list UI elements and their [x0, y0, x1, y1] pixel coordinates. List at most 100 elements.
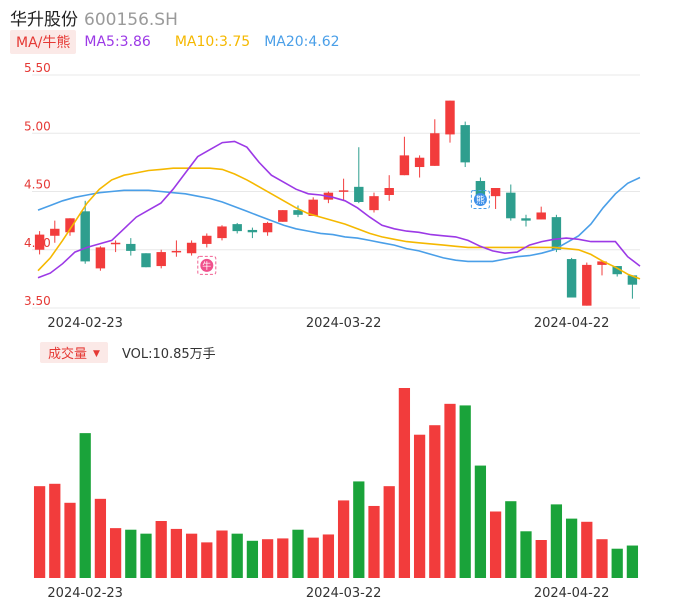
stock-code: 600156.SH: [84, 10, 178, 30]
candle-body: [399, 155, 410, 176]
volume-bar: [505, 501, 517, 578]
candle: [110, 240, 121, 253]
ma20-label: MA20:4.62: [264, 34, 340, 50]
volume-bar: [368, 505, 380, 578]
bull-badge-icon: 牛: [197, 255, 217, 275]
candle-body: [490, 188, 501, 197]
volume-bar: [596, 539, 608, 578]
ma20-line: [37, 176, 641, 263]
candle-body: [384, 188, 394, 195]
candle: [597, 261, 607, 276]
candle: [566, 257, 577, 298]
candle: [399, 136, 410, 176]
candle: [369, 192, 379, 213]
badge-frame: [197, 255, 217, 275]
volume-bar: [79, 433, 91, 578]
ma10-line: [37, 167, 641, 280]
candle: [278, 210, 288, 222]
volume-bar: [429, 425, 441, 578]
candle: [34, 231, 45, 255]
candle-body: [95, 247, 106, 269]
y-tick-label: 3.50: [24, 294, 51, 308]
candle: [80, 200, 90, 264]
ma-toggle-button[interactable]: MA/牛熊: [10, 30, 77, 54]
candle: [217, 225, 227, 241]
badge-dot: [473, 193, 487, 207]
volume-bar: [535, 540, 547, 578]
candle: [171, 240, 182, 257]
candle-body: [50, 228, 60, 236]
candle-body: [171, 250, 182, 253]
candle-body: [186, 242, 197, 254]
y-tick-label: 5.00: [24, 119, 51, 133]
volume-bar: [277, 538, 289, 578]
volume-bar: [109, 528, 122, 578]
stock-name: 华升股份: [10, 10, 78, 30]
volume-bar: [261, 539, 274, 578]
candle-body: [278, 210, 288, 222]
volume-bar: [49, 483, 61, 578]
candle: [186, 240, 197, 256]
candle: [308, 197, 318, 216]
volume-bar: [185, 533, 198, 578]
volume-bar: [611, 548, 623, 578]
volume-bar: [33, 486, 46, 578]
volume-bar: [474, 465, 487, 578]
candle-body: [262, 222, 273, 233]
candle-body: [369, 196, 379, 211]
candle: [521, 214, 531, 227]
candle: [202, 233, 212, 248]
candle-body: [141, 253, 151, 268]
candle-body: [475, 181, 486, 204]
volume-bar: [626, 545, 639, 578]
candle-body: [293, 210, 303, 215]
candle: [95, 246, 106, 271]
volume-bar: [413, 434, 426, 578]
x-tick-label: 2024-04-22: [534, 316, 610, 331]
candle-body: [521, 218, 531, 221]
x-tick-label: 2024-04-22: [534, 586, 610, 601]
candle-body: [460, 125, 470, 163]
candle-body: [202, 235, 212, 244]
volume-value: VOL:10.85万手: [121, 346, 216, 362]
candle: [384, 175, 394, 201]
candle-body: [566, 259, 577, 298]
candle-body: [110, 242, 121, 245]
candle: [232, 222, 242, 234]
candle-body: [414, 157, 425, 168]
candle-body: [338, 190, 349, 192]
volume-bar: [246, 540, 259, 578]
candle: [414, 155, 425, 178]
badge-frame: [470, 190, 490, 210]
volume-bar: [459, 405, 471, 578]
candle: [445, 100, 455, 143]
volume-indicator-button[interactable]: 成交量 ▼: [40, 341, 108, 363]
ma5-line: [37, 140, 641, 279]
badge-label: 熊: [476, 194, 485, 206]
candle-body: [536, 212, 546, 220]
x-tick-label: 2024-03-22: [306, 316, 382, 331]
candle: [156, 249, 166, 269]
candle: [551, 214, 562, 253]
volume-bar: [170, 528, 183, 578]
candle: [50, 220, 60, 243]
candle-body: [217, 226, 227, 239]
candle: [430, 119, 440, 166]
candle: [247, 227, 258, 239]
volume-legend: 成交量 ▼ VOL:10.85万手: [40, 341, 216, 363]
candle-body: [308, 199, 318, 216]
candle: [354, 147, 364, 204]
candle: [65, 218, 75, 236]
volume-bar: [337, 500, 350, 578]
x-tick-label: 2024-02-23: [47, 316, 123, 331]
candle-body: [551, 217, 562, 250]
volume-bar: [201, 542, 213, 578]
candle-body: [430, 133, 440, 166]
candle: [627, 275, 638, 299]
candle-body: [612, 266, 622, 275]
candle: [506, 184, 516, 221]
volume-bar: [64, 502, 76, 578]
volume-bar: [565, 518, 578, 578]
dropdown-triangle-icon: ▼: [93, 348, 100, 359]
